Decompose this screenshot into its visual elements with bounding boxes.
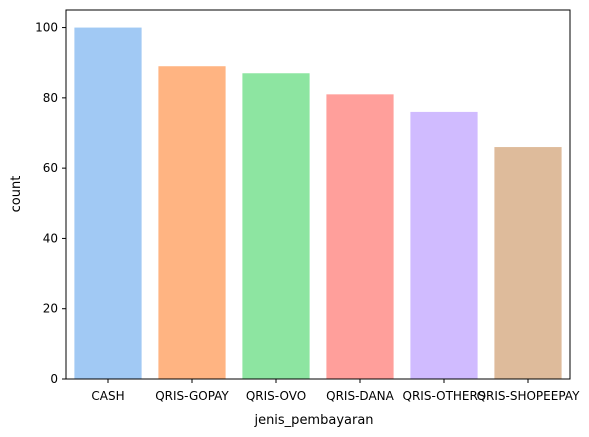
y-axis-label: count — [9, 176, 24, 213]
y-tick-label: 80 — [43, 91, 58, 105]
y-tick-label: 0 — [50, 372, 58, 386]
x-tick-label: QRIS-DANA — [326, 389, 394, 403]
y-axis-ticks: 0 20 40 60 80 100 — [35, 21, 66, 386]
y-tick-label: 20 — [43, 302, 58, 316]
x-tick-label: QRIS-OVO — [246, 389, 306, 403]
x-tick-label: CASH — [91, 389, 124, 403]
bar-qris-gopay — [158, 66, 226, 379]
x-tick-label: QRIS-GOPAY — [155, 389, 229, 403]
bar-cash — [74, 27, 142, 379]
bar-qris-others — [410, 111, 478, 379]
y-tick-label: 40 — [43, 231, 58, 245]
x-tick-label: QRIS-SHOPEEPAY — [477, 389, 581, 403]
bar-qris-ovo — [242, 73, 310, 379]
bars-layer — [74, 27, 562, 379]
x-tick-label: QRIS-OTHERS — [403, 389, 486, 403]
y-tick-label: 100 — [35, 21, 58, 35]
x-axis-label: jenis_pembayaran — [253, 413, 373, 428]
y-tick-label: 60 — [43, 161, 58, 175]
bar-qris-shopeepay — [494, 147, 562, 379]
x-axis-ticks: CASH QRIS-GOPAY QRIS-OVO QRIS-DANA QRIS-OTHE… — [91, 379, 580, 403]
bar-qris-dana — [326, 94, 394, 379]
plot-frame — [65, 9, 571, 380]
